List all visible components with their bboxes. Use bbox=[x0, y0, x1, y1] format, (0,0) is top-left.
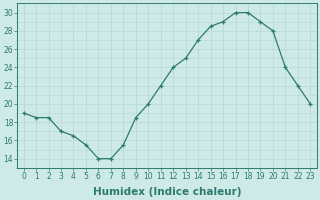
X-axis label: Humidex (Indice chaleur): Humidex (Indice chaleur) bbox=[93, 187, 241, 197]
